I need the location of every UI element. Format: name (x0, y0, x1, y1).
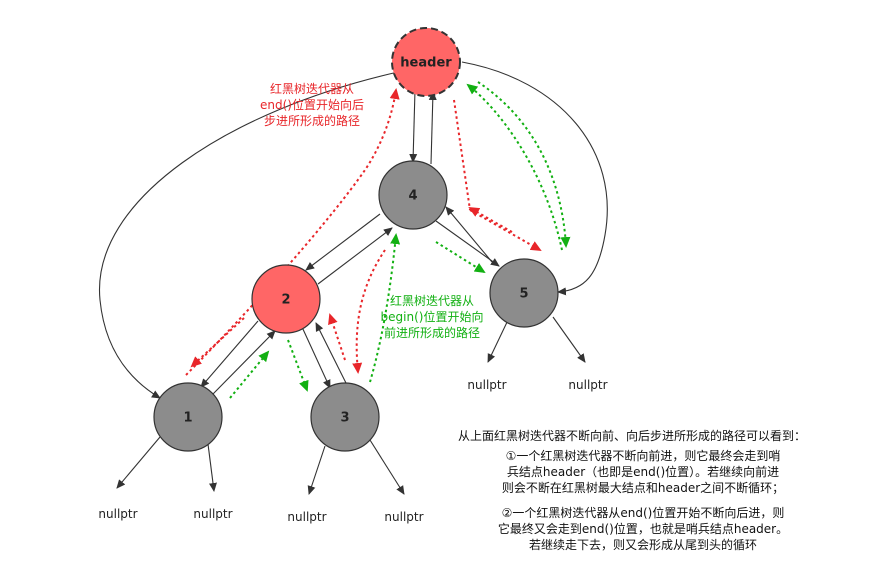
edge-header-leftmost (99, 71, 399, 399)
edge-5-4 (445, 206, 493, 263)
red-path-3-to-2 (328, 313, 346, 361)
red-note-line-3: 步进所形成的路径 (264, 113, 360, 128)
edge-2-4 (317, 227, 393, 285)
edge-3-null-left (307, 445, 326, 495)
red-note-line-2: end()位置开始向后 (260, 97, 364, 112)
node-2: 2 (251, 264, 321, 334)
edge-5-null-right (552, 316, 586, 363)
edge-4-header (428, 91, 437, 165)
summary-title: 从上面红黑树迭代器不断向前、向后步进所形成的路径可以看到： (458, 428, 806, 443)
edge-3-2 (315, 322, 347, 384)
summary-para1-line-2: 兵结点header（也即是end()位置）。若继续向前进 (507, 464, 779, 479)
summary: 从上面红黑树迭代器不断向前、向后步进所形成的路径可以看到： ①一个红黑树迭代器不… (458, 428, 806, 552)
edge-3-null-right (369, 439, 405, 495)
green-path-2-to-3 (287, 339, 309, 392)
nullptr-label-1-right: nullptr (193, 507, 232, 521)
node-2-label: 2 (281, 293, 290, 308)
nullptr-label-1-left: nullptr (98, 507, 137, 521)
green-note: 红黑树迭代器从 begin()位置开始向 前进所形成的路径 (381, 293, 484, 340)
edge-1-null-left (116, 436, 161, 489)
node-1: 1 (153, 382, 223, 452)
node-3-label: 3 (340, 411, 349, 426)
node-1-label: 1 (183, 411, 192, 426)
nullptr-label-5-left: nullptr (467, 378, 506, 392)
summary-para1-line-3: 则会不断在红黑树最大结点和header之间不断循环； (502, 480, 784, 495)
green-path-1-to-2 (229, 350, 270, 399)
node-5-label: 5 (519, 287, 528, 302)
green-path (229, 81, 571, 399)
edge-1-2 (212, 330, 276, 395)
green-path-3-to-4 (369, 233, 401, 383)
node-3: 3 (310, 382, 380, 452)
red-path (185, 88, 542, 376)
edge-1-null-right (207, 443, 217, 492)
edge-2-1 (200, 320, 259, 388)
edge-5-null-left (487, 317, 510, 363)
red-note: 红黑树迭代器从 end()位置开始向后 步进所形成的路径 (260, 81, 364, 128)
nullptr-label-5-right: nullptr (568, 378, 607, 392)
summary-para2-line-2: 它最终又会走到end()位置，也就是哨兵结点header。 (498, 521, 788, 536)
edge-header-4 (409, 89, 418, 163)
nullptr-label-3-left: nullptr (287, 510, 326, 524)
red-path-into-5 (469, 209, 542, 251)
red-note-line-1: 红黑树迭代器从 (270, 81, 354, 96)
edge-2-3 (301, 326, 331, 389)
tree-edges (99, 61, 608, 495)
red-path-5-to-4 (468, 207, 513, 233)
node-header-label: header (400, 56, 452, 71)
node-header: header (391, 27, 461, 97)
edge-4-2 (305, 213, 381, 271)
edge-header-rightmost (461, 61, 608, 296)
green-path-4-to-5 (435, 241, 486, 274)
nullptr-label-3-right: nullptr (384, 510, 423, 524)
green-note-line-3: 前进所形成的路径 (384, 325, 480, 340)
summary-para2-line-1: ②一个红黑树迭代器从end()位置开始不断向后进，则 (502, 505, 785, 520)
green-path-5-to-header (466, 83, 563, 251)
summary-para2-line-3: 若继续走下去，则又会形成从尾到头的循环 (529, 537, 757, 552)
node-5: 5 (489, 258, 559, 328)
node-4: 4 (378, 160, 448, 230)
node-4-label: 4 (408, 189, 417, 204)
summary-para1-line-1: ①一个红黑树迭代器不断向前进，则它最终会走到哨 (506, 448, 781, 463)
green-note-line-1: 红黑树迭代器从 (390, 293, 474, 308)
red-path-header-to-4 (453, 99, 471, 211)
red-path-1-to-header (185, 88, 400, 376)
green-note-line-2: begin()位置开始向 (381, 309, 484, 324)
